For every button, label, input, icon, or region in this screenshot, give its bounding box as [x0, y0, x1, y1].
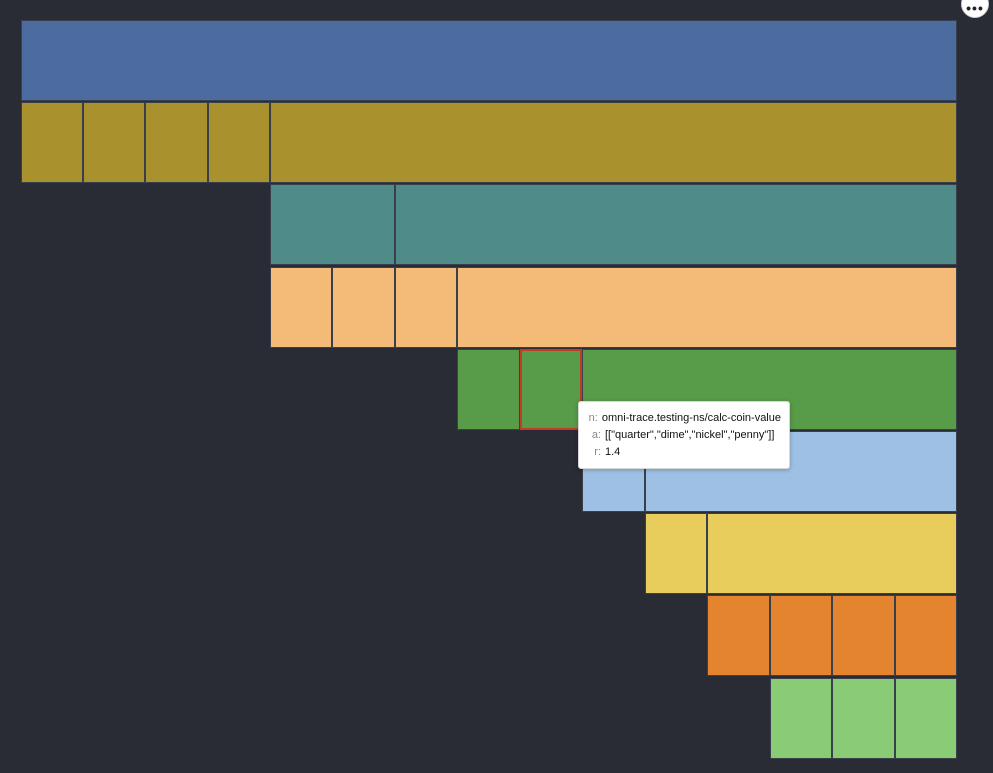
flame-cell[interactable]: [832, 678, 895, 759]
flame-cell[interactable]: [770, 595, 832, 676]
tooltip-args-value: [["quarter","dime","nickel","penny"]]: [605, 429, 775, 441]
flame-cell[interactable]: [707, 513, 957, 594]
flame-cell[interactable]: [770, 678, 832, 759]
tooltip-row-name: n: omni-trace.testing-ns/calc-coin-value: [587, 410, 781, 427]
flame-cell[interactable]: [270, 102, 957, 183]
flame-cell[interactable]: [83, 102, 145, 183]
flame-cell[interactable]: [707, 595, 770, 676]
flame-cell[interactable]: [395, 267, 457, 348]
flame-cell-selected[interactable]: [520, 349, 582, 430]
more-icon: •••: [966, 0, 984, 16]
tooltip-key: r:: [594, 446, 601, 458]
flame-cell[interactable]: [21, 102, 83, 183]
flame-cell[interactable]: [208, 102, 270, 183]
flame-cell[interactable]: [645, 513, 707, 594]
tooltip: n: omni-trace.testing-ns/calc-coin-value…: [578, 401, 790, 469]
flame-cell[interactable]: [270, 267, 332, 348]
flame-cell[interactable]: [895, 678, 957, 759]
flame-cell[interactable]: [21, 20, 957, 101]
flame-cell[interactable]: [895, 595, 957, 676]
flame-cell[interactable]: [457, 349, 520, 430]
flame-cell[interactable]: [332, 267, 395, 348]
flame-cell[interactable]: [270, 184, 395, 265]
flame-cell[interactable]: [395, 184, 957, 265]
flame-cell[interactable]: [145, 102, 208, 183]
tooltip-row-args: a: [["quarter","dime","nickel","penny"]]: [587, 427, 781, 444]
tooltip-result-value: 1.4: [605, 446, 621, 458]
flame-cell[interactable]: [457, 267, 957, 348]
tooltip-key: n:: [588, 412, 598, 424]
tooltip-row-result: r: 1.4: [587, 444, 781, 461]
flame-cell[interactable]: [832, 595, 895, 676]
tooltip-key: a:: [591, 429, 601, 441]
tooltip-name-value: omni-trace.testing-ns/calc-coin-value: [601, 412, 781, 424]
